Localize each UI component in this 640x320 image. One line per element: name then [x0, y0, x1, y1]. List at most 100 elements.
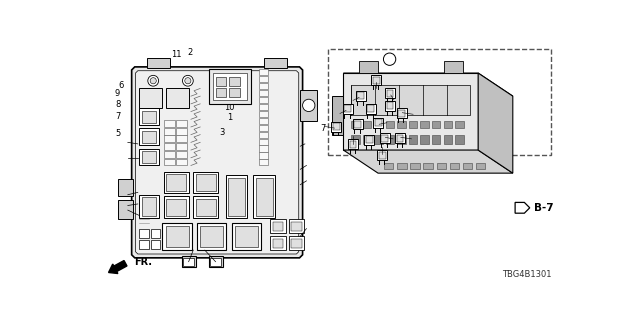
Bar [375, 119, 382, 126]
Bar [381, 135, 388, 141]
Bar [365, 104, 376, 114]
Bar [118, 179, 133, 196]
Bar [210, 258, 221, 266]
Bar [259, 90, 268, 96]
Bar [374, 135, 383, 144]
Bar [176, 143, 187, 150]
Bar [386, 121, 394, 129]
Text: 11: 11 [390, 97, 401, 106]
Bar [450, 163, 459, 169]
Circle shape [182, 75, 193, 86]
Bar [264, 58, 287, 68]
Text: 7: 7 [115, 112, 120, 121]
Bar [235, 226, 258, 247]
Bar [259, 97, 268, 103]
Text: 8: 8 [115, 100, 120, 109]
Bar [409, 135, 417, 144]
Bar [255, 178, 273, 215]
Bar [164, 120, 175, 127]
Bar [374, 121, 383, 129]
Bar [140, 148, 159, 165]
Bar [141, 131, 156, 143]
Bar [164, 151, 175, 158]
Bar [344, 105, 351, 112]
Bar [436, 163, 446, 169]
Bar [176, 158, 187, 165]
Bar [193, 196, 218, 218]
Bar [424, 163, 433, 169]
Bar [351, 135, 360, 144]
Bar [270, 219, 285, 233]
Bar [328, 49, 551, 156]
Polygon shape [515, 203, 530, 213]
Text: 7: 7 [321, 124, 326, 133]
Bar [259, 159, 268, 165]
Bar [196, 198, 216, 215]
Text: 1: 1 [380, 140, 385, 149]
Bar [348, 139, 358, 149]
Bar [300, 90, 317, 121]
Bar [357, 92, 364, 99]
Bar [182, 256, 196, 267]
Bar [356, 91, 365, 101]
Bar [151, 229, 160, 238]
Circle shape [148, 75, 159, 86]
Bar [164, 135, 175, 142]
Bar [259, 83, 268, 89]
Bar [164, 143, 175, 150]
Bar [259, 132, 268, 138]
Bar [209, 69, 251, 104]
Bar [209, 256, 223, 267]
Text: 4: 4 [412, 108, 418, 117]
Text: 1: 1 [227, 113, 232, 122]
Bar [176, 128, 187, 135]
Polygon shape [344, 150, 513, 173]
Polygon shape [132, 67, 303, 258]
Bar [259, 152, 268, 158]
Circle shape [383, 53, 396, 65]
Text: 6: 6 [118, 81, 124, 90]
Bar [420, 135, 429, 144]
Bar [398, 110, 405, 117]
Bar [212, 73, 247, 100]
Bar [270, 236, 285, 250]
Bar [387, 102, 394, 109]
Bar [273, 239, 284, 248]
Text: 2: 2 [386, 120, 392, 129]
Bar [118, 200, 133, 219]
Bar [140, 240, 148, 249]
Bar [349, 141, 356, 148]
Text: 5: 5 [350, 129, 355, 138]
Bar [273, 222, 284, 231]
Bar [367, 105, 374, 112]
Bar [166, 174, 186, 191]
Bar [176, 151, 187, 158]
Bar [216, 77, 227, 86]
Bar [253, 175, 275, 218]
Bar [409, 121, 417, 129]
Bar [342, 104, 353, 114]
Bar [232, 223, 261, 250]
Bar [372, 77, 380, 84]
Bar [364, 135, 374, 145]
Bar [455, 121, 463, 129]
Bar [141, 111, 156, 123]
Bar [291, 239, 302, 248]
Bar [397, 135, 403, 141]
Bar [371, 75, 381, 85]
Bar [164, 196, 189, 218]
Polygon shape [136, 71, 299, 254]
Text: 8: 8 [335, 111, 340, 120]
Bar [444, 121, 452, 129]
Bar [259, 76, 268, 82]
Bar [379, 152, 386, 158]
Text: 4: 4 [227, 75, 232, 84]
Bar [432, 121, 440, 129]
Bar [163, 223, 192, 250]
Bar [140, 229, 148, 238]
Bar [259, 104, 268, 110]
Bar [259, 69, 268, 75]
Bar [354, 121, 361, 128]
Text: 10: 10 [224, 103, 235, 112]
Bar [397, 121, 406, 129]
